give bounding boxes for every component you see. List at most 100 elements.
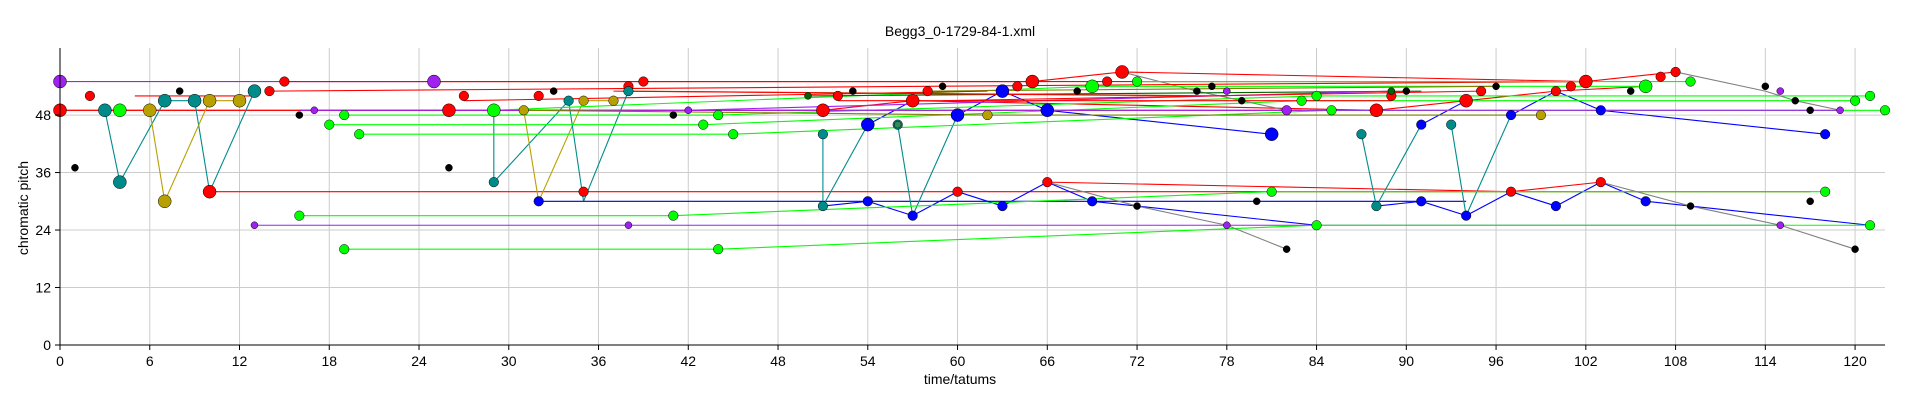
note-point — [1446, 119, 1457, 130]
note-point — [922, 86, 933, 97]
x-tick-label: 36 — [591, 353, 607, 369]
note-point — [832, 90, 843, 101]
note-point — [533, 196, 544, 207]
note-point — [157, 93, 172, 108]
note-connection-line — [209, 90, 255, 192]
note-point — [113, 175, 127, 189]
note-point — [1670, 66, 1681, 78]
note-point — [804, 92, 812, 100]
x-tick-label: 72 — [1129, 353, 1145, 369]
note-point — [1595, 177, 1606, 188]
note-connection-line — [568, 100, 585, 202]
note-point — [1296, 95, 1307, 106]
note-point — [1040, 103, 1055, 118]
note-point — [861, 117, 875, 132]
note-point — [638, 76, 649, 87]
note-point — [1073, 87, 1081, 95]
note-connection-line — [912, 114, 959, 216]
note-connection-line — [1047, 181, 1093, 202]
note-connection-line — [957, 90, 1003, 116]
note-point — [1864, 90, 1876, 101]
note-point — [1791, 96, 1799, 105]
note-connection-line — [822, 200, 868, 207]
note-point — [1208, 82, 1216, 91]
note-point — [1281, 105, 1292, 116]
x-tick-label: 42 — [680, 353, 696, 369]
x-tick-label: 0 — [56, 353, 64, 369]
note-point — [1387, 87, 1396, 95]
note-point — [1776, 221, 1785, 229]
note-connection-line — [703, 100, 1302, 126]
y-tick-label: 48 — [35, 107, 51, 123]
note-connection-line — [1600, 109, 1826, 135]
note-point — [294, 210, 305, 221]
note-connection-line — [194, 100, 211, 192]
note-connection-line — [1122, 71, 1586, 83]
note-point — [143, 103, 157, 118]
y-tick-label: 36 — [35, 165, 51, 181]
note-connection-line — [104, 110, 121, 183]
note-point — [1025, 74, 1040, 89]
note-point — [533, 90, 544, 101]
note-connection-line — [613, 90, 1197, 97]
note-point — [202, 184, 217, 199]
note-connection-line — [1795, 100, 1841, 111]
note-connection-line — [1047, 109, 1272, 135]
axes: 0 6 12 18 24 30 36 42 48 54 60 66 72 78 84 90 96 102 108 11… — [35, 48, 1885, 369]
note-point — [817, 201, 828, 212]
note-point — [487, 103, 501, 118]
note-connection-line — [673, 191, 1272, 217]
x-tick-label: 114 — [1754, 353, 1777, 369]
note-connection-line — [733, 109, 1332, 135]
note-point — [1476, 86, 1487, 97]
note-point — [1416, 196, 1427, 207]
note-point — [279, 76, 290, 87]
note-point — [1879, 105, 1891, 116]
note-point — [817, 129, 828, 140]
x-tick-label: 60 — [950, 353, 966, 369]
note-connection-line — [1510, 191, 1557, 207]
note-point — [1264, 127, 1279, 141]
note-point — [1012, 81, 1023, 92]
note-connection-line — [1032, 71, 1123, 83]
note-point — [324, 119, 335, 130]
note-point — [1820, 186, 1831, 197]
note-point — [1505, 186, 1517, 197]
note-point — [1864, 220, 1876, 231]
note-connection-line — [1047, 181, 1512, 193]
x-tick-label: 18 — [321, 353, 337, 369]
note-point — [698, 119, 709, 130]
note-point — [1850, 95, 1861, 106]
note-point — [354, 129, 365, 140]
note-point — [1806, 197, 1814, 206]
note-connection-line — [957, 191, 1003, 207]
note-point — [1836, 106, 1844, 115]
note-point — [1402, 87, 1411, 95]
note-connection-line — [1600, 181, 1691, 207]
note-point — [175, 87, 184, 95]
note-connection-line — [1690, 205, 1781, 226]
note-connection-line — [912, 191, 958, 217]
y-tick-label: 0 — [43, 337, 51, 353]
note-point — [1042, 177, 1053, 188]
x-tick-label: 78 — [1219, 353, 1235, 369]
note-point — [442, 103, 456, 118]
note-point — [624, 221, 633, 229]
note-point — [339, 244, 350, 255]
note-point — [157, 194, 172, 209]
note-point — [1686, 202, 1695, 210]
note-point — [1238, 96, 1246, 105]
note-connection-lines — [60, 71, 1885, 250]
note-point — [623, 86, 634, 97]
note-point — [1223, 221, 1231, 229]
note-connection-line — [149, 110, 166, 202]
note-point — [578, 186, 589, 197]
note-point — [488, 177, 499, 188]
note-connection-line — [1450, 124, 1467, 216]
note-connection-line — [523, 109, 988, 116]
x-tick-label: 120 — [1843, 353, 1867, 369]
note-point — [1311, 90, 1322, 101]
note-connection-line — [1376, 200, 1422, 207]
